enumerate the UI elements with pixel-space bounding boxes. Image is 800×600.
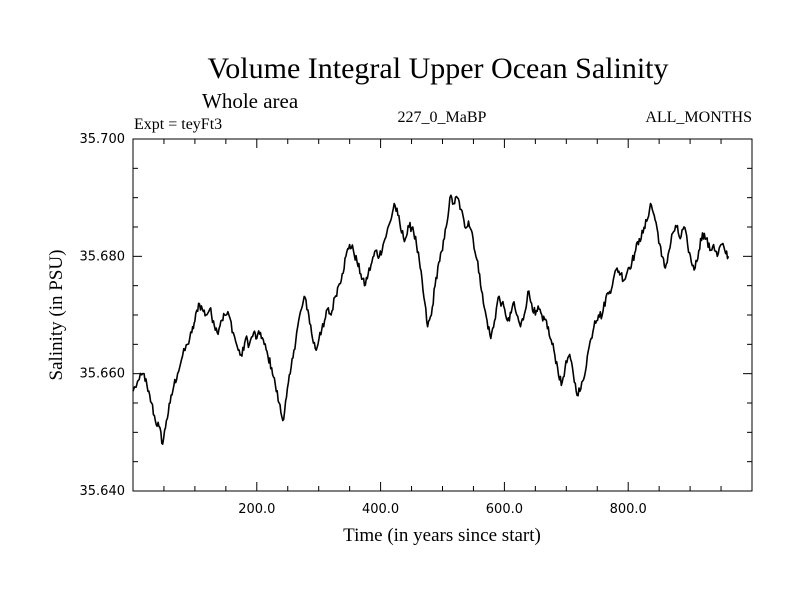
months-label: ALL_MONTHS <box>645 109 752 126</box>
axis-ticks <box>132 138 753 492</box>
salinity-series-line <box>132 194 730 445</box>
y-tick-label: 35.640 <box>80 484 126 499</box>
y-tick-label: 35.660 <box>80 367 126 382</box>
period-label: 227_0_MaBP <box>398 109 487 126</box>
chart-title: Volume Integral Upper Ocean Salinity <box>208 52 669 85</box>
x-tick-label: 800.0 <box>610 502 647 517</box>
x-tick-label: 200.0 <box>238 502 275 517</box>
chart-subtitle: Whole area <box>202 89 299 113</box>
y-tick-label: 35.700 <box>80 132 126 147</box>
y-axis-label: Salinity (in PSU) <box>46 250 67 381</box>
x-tick-label: 600.0 <box>486 502 523 517</box>
y-tick-label: 35.680 <box>80 249 126 264</box>
experiment-label: Expt = teyFt3 <box>134 116 222 133</box>
tick-labels: 200.0 400.0 600.0 800.0 35.640 35.660 35.680 35… <box>80 132 647 517</box>
x-axis-label: Time (in years since start) <box>343 525 541 546</box>
x-tick-label: 400.0 <box>362 502 399 517</box>
